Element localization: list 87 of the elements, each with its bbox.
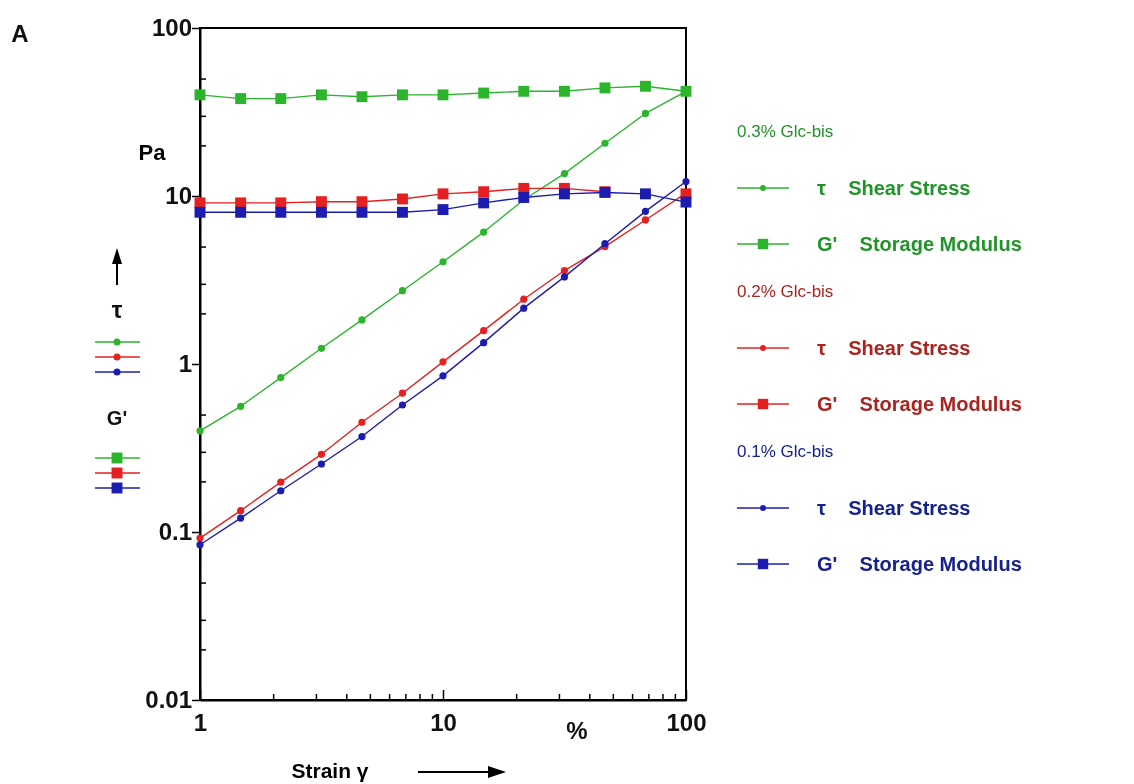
text: % (566, 717, 588, 744)
point (275, 197, 287, 209)
point (639, 80, 651, 92)
point (196, 427, 204, 435)
point (437, 204, 449, 216)
point (315, 89, 327, 101)
y-tick-label: 100 (151, 14, 192, 42)
point (237, 402, 245, 410)
point (520, 295, 528, 303)
legend-label: G' Storage Modulus (817, 553, 1022, 575)
point (275, 93, 287, 105)
point (358, 418, 366, 426)
point (560, 273, 569, 281)
point (398, 401, 407, 409)
point (396, 89, 408, 101)
point (520, 304, 528, 312)
legend-label: τ Shear Stress (817, 337, 971, 359)
point (641, 207, 650, 215)
point (641, 109, 650, 118)
point (639, 188, 651, 200)
point (478, 87, 490, 99)
point (518, 85, 530, 97)
point (439, 358, 447, 366)
point (194, 206, 206, 218)
x-tick-label: 10 (430, 709, 457, 737)
point (398, 287, 407, 295)
legend-label: G' Storage Modulus (817, 233, 1022, 255)
text: 0.1% Glc-bis (737, 442, 834, 461)
point (277, 478, 285, 486)
point (558, 188, 570, 200)
point (480, 339, 488, 347)
point (396, 193, 408, 205)
point (478, 186, 490, 198)
point (358, 432, 366, 441)
text: A (11, 20, 29, 47)
point (237, 507, 245, 515)
y-tick-label: 0.1 (158, 518, 192, 546)
point (437, 89, 449, 101)
point (680, 196, 692, 208)
point (356, 91, 368, 103)
point (601, 139, 609, 147)
point (439, 372, 447, 380)
point (196, 534, 204, 542)
point (237, 514, 245, 522)
point (560, 266, 569, 275)
point (317, 460, 326, 468)
point (439, 258, 447, 266)
point (315, 206, 327, 218)
point (558, 85, 570, 97)
point (277, 487, 285, 495)
y-tick-label: 1 (178, 350, 192, 378)
point (398, 389, 407, 397)
point (518, 192, 530, 203)
text: G' (106, 407, 128, 429)
point (641, 216, 650, 224)
point (235, 197, 247, 209)
legend-label: G' Storage Modulus (817, 393, 1022, 415)
point (478, 197, 490, 209)
legend-label: τ Shear Stress (817, 177, 971, 199)
point (277, 373, 285, 382)
point (317, 344, 326, 352)
point (396, 206, 408, 218)
point (315, 196, 327, 208)
point (356, 196, 368, 208)
point (317, 450, 326, 458)
point (682, 177, 690, 186)
point (480, 228, 488, 236)
point (560, 169, 569, 178)
x-tick-label: 100 (666, 709, 707, 737)
y-tick-label: 10 (165, 182, 192, 210)
point (196, 541, 204, 549)
text: τ (111, 296, 123, 323)
point (235, 206, 247, 218)
point (194, 89, 206, 101)
point (358, 316, 366, 324)
x-axis-title: Strain γ (291, 759, 369, 782)
y-tick-label: 0.01 (145, 686, 192, 714)
point (599, 82, 611, 94)
point (356, 206, 368, 218)
text: 0.2% Glc-bis (737, 282, 834, 301)
point (275, 206, 287, 218)
point (437, 188, 449, 200)
text: 0.3% Glc-bis (737, 122, 834, 141)
point (480, 327, 488, 335)
y-axis-title: Pa (138, 140, 167, 165)
legend-label: τ Shear Stress (817, 497, 971, 519)
point (235, 93, 247, 105)
